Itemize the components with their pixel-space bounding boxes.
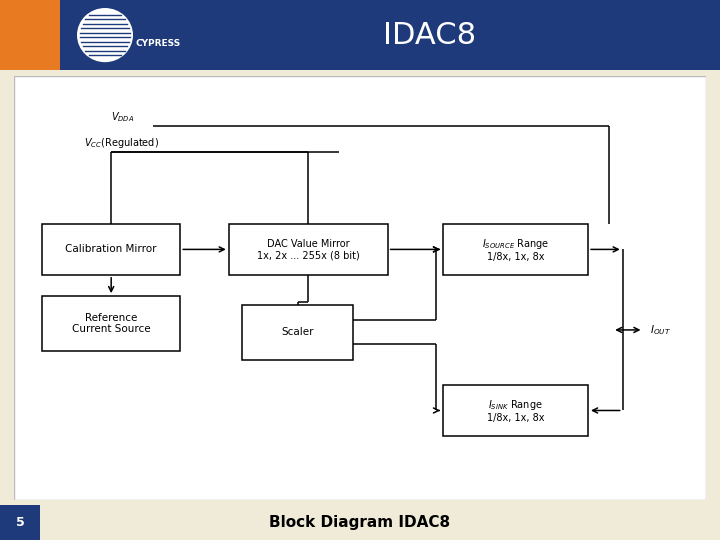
Text: Calibration Mirror: Calibration Mirror: [66, 245, 157, 254]
Bar: [229, 224, 387, 275]
Bar: [0, 0, 60, 70]
Text: DAC Value Mirror
1x, 2x ... 255x (8 bit): DAC Value Mirror 1x, 2x ... 255x (8 bit): [257, 239, 359, 260]
Text: Scaler: Scaler: [282, 327, 314, 337]
Bar: [243, 305, 353, 360]
Text: $V_{DDA}$: $V_{DDA}$: [111, 111, 135, 124]
Bar: [443, 385, 588, 436]
Text: $I_{SOURCE}$ Range
1/8x, 1x, 8x: $I_{SOURCE}$ Range 1/8x, 1x, 8x: [482, 237, 549, 262]
Text: Reference
Current Source: Reference Current Source: [72, 313, 150, 334]
Ellipse shape: [77, 8, 133, 62]
Text: Block Diagram IDAC8: Block Diagram IDAC8: [269, 516, 451, 530]
Bar: [42, 296, 180, 351]
Bar: [0, 505, 40, 540]
Text: CYPRESS: CYPRESS: [135, 39, 180, 48]
Text: $I_{OUT}$: $I_{OUT}$: [650, 323, 671, 337]
Bar: [443, 224, 588, 275]
Text: $I_{SINK}$ Range
1/8x, 1x, 8x: $I_{SINK}$ Range 1/8x, 1x, 8x: [487, 397, 544, 423]
Text: $V_{CC}$(Regulated): $V_{CC}$(Regulated): [84, 136, 158, 150]
Text: IDAC8: IDAC8: [384, 21, 477, 50]
Text: 5: 5: [16, 516, 24, 529]
Bar: [42, 224, 180, 275]
